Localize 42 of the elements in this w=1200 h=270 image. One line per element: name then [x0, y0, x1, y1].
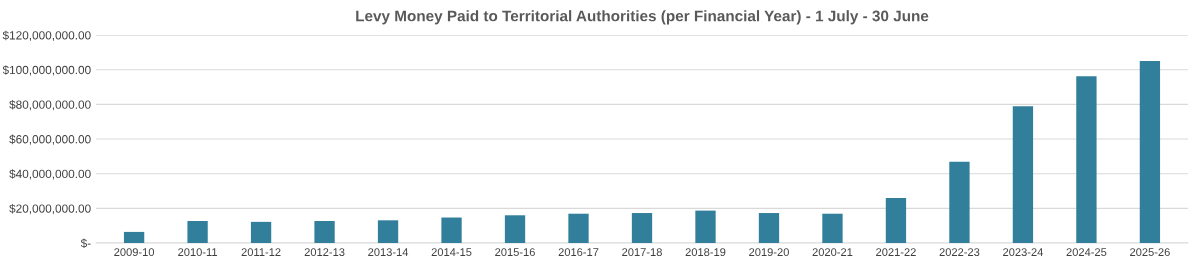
x-tick-label: 2010-11: [178, 248, 218, 257]
x-tick-label: 2014-15: [431, 248, 472, 257]
bar: [1076, 76, 1097, 243]
bar: [441, 217, 462, 243]
y-tick-label: $40,000,000.00: [9, 169, 91, 180]
bar: [631, 213, 653, 243]
y-tick-label: $20,000,000.00: [9, 203, 91, 215]
x-tick-label: 2009-10: [114, 248, 155, 257]
y-tick-label: $60,000,000.00: [9, 134, 91, 145]
x-tick-label: 2024-25: [1066, 248, 1107, 257]
bar: [250, 221, 272, 243]
y-tick-label: $100,000,000.00: [2, 65, 91, 76]
x-tick-label: 2011-12: [241, 248, 281, 257]
bar: [822, 213, 843, 243]
bar: [377, 220, 399, 243]
bar: [758, 213, 780, 243]
x-tick-label: 2013-14: [368, 248, 409, 257]
x-tick-label: 2025-26: [1130, 248, 1170, 257]
x-tick-label: 2017-18: [622, 248, 662, 257]
x-tick-label: 2015-16: [495, 248, 535, 257]
x-tick-label: 2023-24: [1003, 248, 1043, 257]
bar: [504, 215, 526, 243]
bar: [1012, 106, 1034, 243]
bar: [885, 197, 907, 243]
x-tick-label: 2020-21: [812, 248, 853, 257]
bar: [187, 221, 208, 243]
bar: [568, 213, 589, 243]
x-tick-label: 2016-17: [558, 248, 599, 257]
y-tick-label: $120,000,000.00: [2, 30, 91, 41]
x-tick-label: 2022-23: [939, 248, 980, 257]
bar: [314, 221, 335, 243]
y-tick-label: $-: [80, 238, 91, 249]
x-tick-label: 2021-22: [876, 248, 916, 257]
bar: [695, 210, 716, 243]
x-tick-label: 2012-13: [304, 248, 345, 257]
bar: [1139, 60, 1161, 243]
y-tick-label: $80,000,000.00: [9, 99, 91, 111]
x-tick-label: 2019-20: [749, 248, 789, 257]
x-tick-label: 2018-19: [685, 248, 726, 257]
bar: [949, 161, 970, 243]
bar: [123, 231, 145, 243]
chart-title: Levy Money Paid to Territorial Authorities (per Financial Year) - 1 July - 30 June: [356, 10, 929, 25]
